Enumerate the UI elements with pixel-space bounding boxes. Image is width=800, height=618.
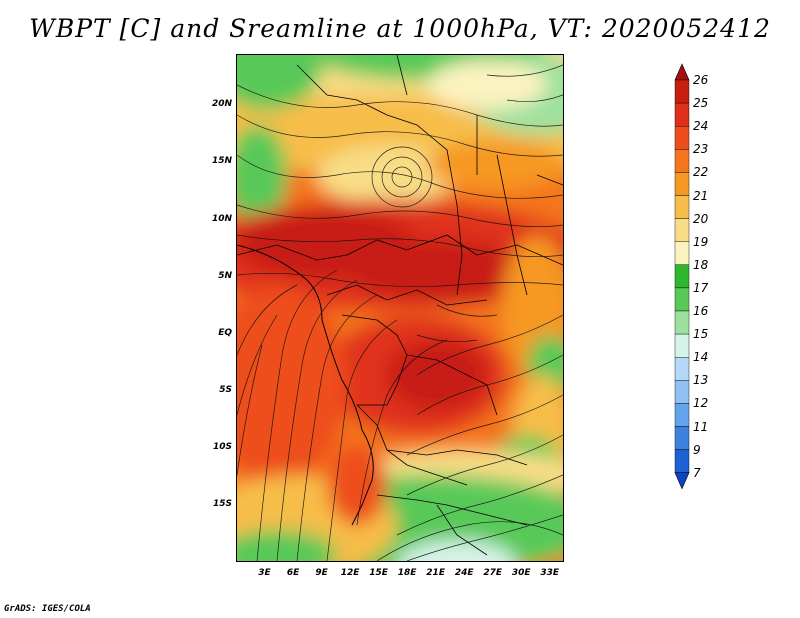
lon-tick-label: 33E (540, 568, 560, 578)
coastline (237, 244, 374, 526)
colorbar (674, 63, 690, 490)
temperature-field (237, 55, 563, 561)
lat-tick-label: 20N (211, 99, 232, 110)
colorbar-tick-label: 15 (693, 327, 709, 342)
lon-tick-label: 24E (454, 568, 474, 578)
colorbar-segment (674, 125, 690, 150)
colorbar-segment (674, 357, 690, 381)
lon-tick-label: 9E (315, 568, 328, 578)
colorbar-segment (674, 241, 690, 265)
colorbar-segment (674, 218, 690, 242)
colorbar-segment (674, 149, 690, 173)
chart-title: WBPT [C] and Sreamline at 1000hPa, VT: 2… (29, 14, 771, 43)
colorbar-segment (674, 426, 690, 450)
lon-tick-label: 18E (397, 568, 417, 578)
colorbar-tick-label: 24 (693, 119, 709, 134)
colorbar-tick-label: 21 (693, 188, 709, 203)
colorbar-tick-label: 12 (693, 396, 709, 411)
colorbar-segment (674, 172, 690, 196)
colorbar-segment (674, 333, 690, 358)
colorbar-tick-label: 25 (693, 96, 709, 111)
colorbar-tick-label: 20 (693, 211, 709, 226)
lat-tick-label: 15N (211, 156, 232, 167)
colorbar-segment (674, 264, 690, 289)
colorbar-segment (674, 380, 690, 404)
colorbar-tick-label: 11 (693, 419, 709, 434)
colorbar-segment (674, 449, 690, 473)
lat-tick-label: 5S (219, 384, 232, 395)
colorbar-tick-label: 22 (693, 165, 709, 180)
colorbar-tick-label: 26 (693, 73, 709, 87)
lon-tick-label: 30E (511, 568, 531, 578)
colorbar-tick-label: 13 (693, 373, 709, 388)
lon-tick-label: 21E (426, 568, 445, 578)
colorbar-segment (674, 403, 690, 427)
colorbar-segment (674, 195, 690, 219)
lat-tick-label: 5N (218, 270, 232, 281)
lat-tick-label: 10S (212, 441, 232, 452)
colorbar-segment (674, 310, 690, 335)
colorbar-tick-label: 16 (693, 304, 709, 318)
lon-tick-label: 3E (258, 568, 271, 578)
colorbar-tick-label: 23 (693, 142, 709, 157)
colorbar-tick-label: 7 (693, 465, 701, 480)
footer-credit: GrADS: IGES/COLA (4, 604, 91, 614)
colorbar-tick-label: 19 (693, 234, 709, 249)
colorbar-tick-label: 14 (693, 350, 709, 365)
colorbar-top-arrow (674, 63, 690, 81)
colorbar-segment (674, 79, 690, 104)
colorbar-bottom-arrow (674, 472, 690, 490)
colorbar-tick-label: 18 (693, 257, 709, 272)
colorbar-segment (674, 287, 690, 312)
colorbar-tick-label: 17 (693, 280, 709, 295)
wbpt-map (237, 55, 563, 561)
lat-tick-label: 15S (212, 498, 232, 509)
lat-tick-label: 10N (211, 213, 232, 224)
lon-tick-label: 27E (483, 568, 503, 578)
streamlines (237, 64, 563, 561)
lon-tick-label: 15E (369, 568, 388, 578)
colorbar-segment (674, 102, 690, 127)
colorbar-tick-label: 9 (693, 442, 701, 457)
lat-tick-label: EQ (218, 327, 232, 338)
map-panel (236, 54, 564, 562)
lon-tick-label: 6E (286, 568, 300, 578)
lon-tick-label: 12E (340, 568, 360, 578)
